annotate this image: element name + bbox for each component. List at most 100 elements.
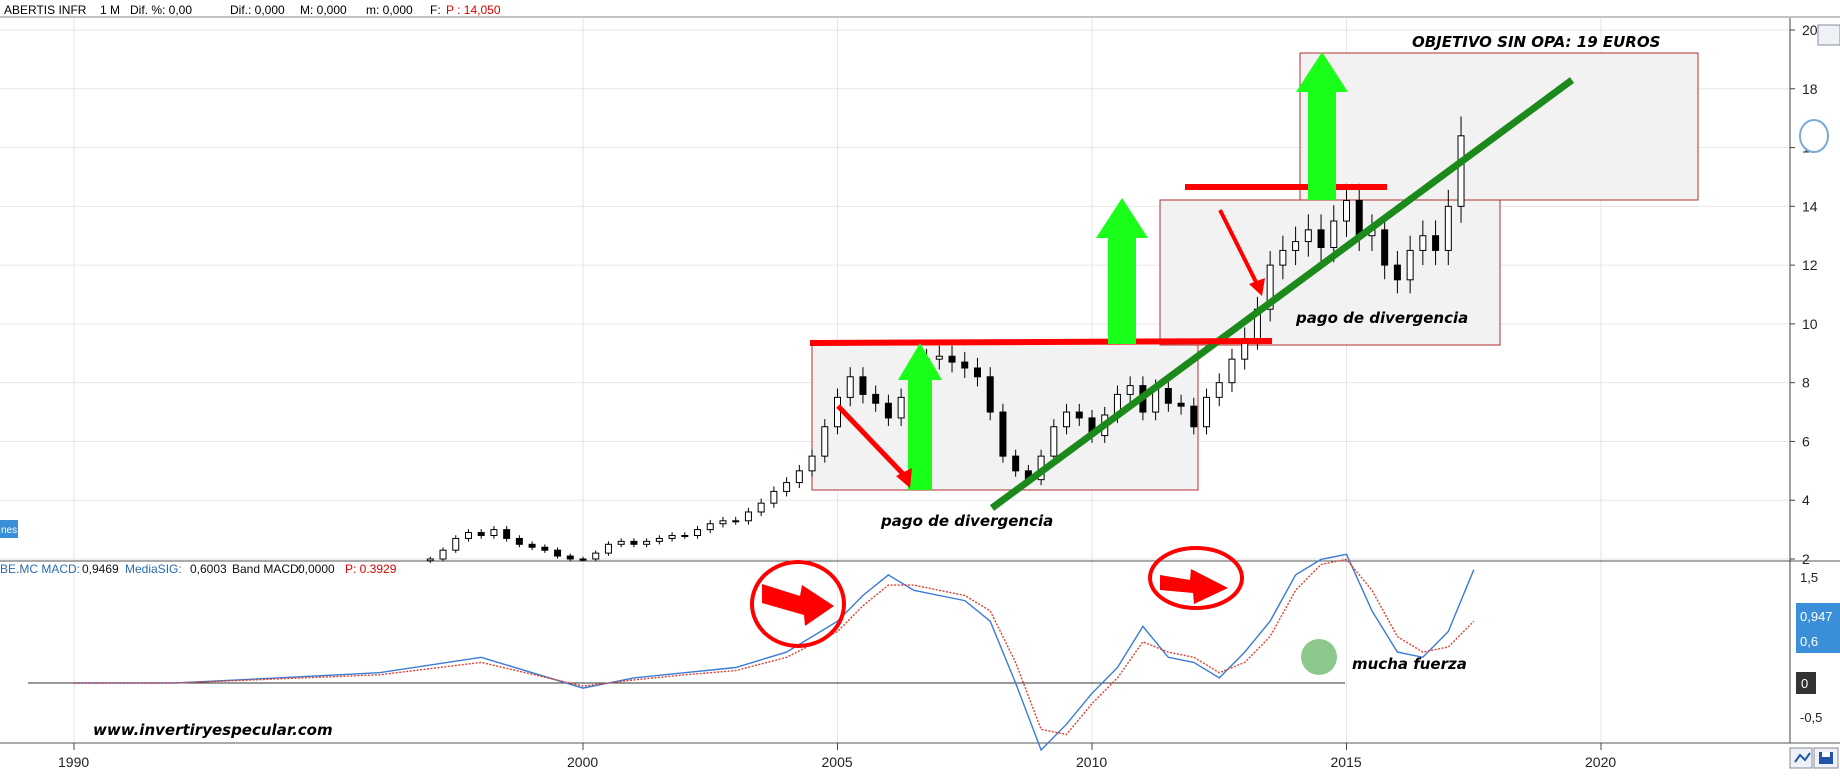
sig-label: MediaSIG: — [125, 562, 182, 576]
candle — [1075, 403, 1083, 426]
zoom-button[interactable] — [1789, 747, 1813, 769]
candle — [579, 556, 587, 562]
header-ticker: ABERTIS INFR — [4, 3, 87, 17]
price-tick-label: 14 — [1802, 198, 1818, 214]
panel-options-button[interactable] — [1817, 24, 1840, 46]
candle — [808, 449, 816, 477]
candle — [859, 367, 867, 404]
year-axis: 1990200020052010201520202025 — [58, 743, 1840, 770]
candle — [1317, 214, 1325, 263]
resistance-line-1 — [809, 338, 1273, 346]
save-icon[interactable] — [1813, 747, 1839, 769]
candle — [1444, 189, 1452, 266]
band-label: Band MACD: — [232, 562, 302, 576]
candle — [630, 538, 638, 548]
candle — [515, 535, 523, 548]
candle — [1381, 214, 1389, 280]
candle — [1126, 376, 1134, 404]
strength-highlight — [1301, 639, 1337, 675]
year-tick-label: 2000 — [567, 754, 598, 770]
candle — [795, 464, 803, 488]
website-label: www.invertiryespecular.com — [93, 721, 333, 739]
price-tick-label: 12 — [1802, 257, 1818, 273]
year-tick-label: 2010 — [1076, 754, 1107, 770]
candle — [452, 535, 460, 553]
candle — [770, 486, 778, 508]
candle — [1203, 388, 1211, 435]
year-tick-label: 2015 — [1331, 754, 1362, 770]
candle — [1050, 419, 1058, 463]
candle — [1063, 403, 1071, 435]
candle — [1279, 235, 1287, 280]
breakout-arrow-1 — [898, 343, 942, 490]
price-tick-label: 18 — [1802, 81, 1818, 97]
candle — [719, 516, 727, 528]
price-tick-label: 6 — [1802, 433, 1810, 449]
side-tag — [0, 520, 18, 538]
macd-p: P: 0.3929 — [345, 562, 397, 576]
divergence-arrow-1 — [836, 404, 912, 488]
sig-value-tag: 0,6 — [1796, 629, 1840, 653]
candle — [426, 556, 434, 564]
candle — [617, 538, 625, 548]
price-tick-label: 8 — [1802, 375, 1810, 391]
candle — [490, 526, 498, 539]
macd-label: BE.MC MACD: — [0, 562, 80, 576]
macd-tick-bottom: -0,5 — [1800, 710, 1822, 725]
candle — [1164, 379, 1172, 412]
candle — [961, 351, 969, 378]
header-price: P : 14,050 — [446, 3, 501, 17]
macd-value-tag: 0,947 — [1796, 603, 1840, 629]
objective-label: OBJETIVO SIN OPA: 19 EUROS — [1412, 33, 1660, 51]
macd-tick-top: 1,5 — [1800, 570, 1818, 585]
svg-text:0,947: 0,947 — [1800, 609, 1833, 624]
candle — [439, 547, 447, 562]
divergence-circle-2 — [1148, 546, 1244, 610]
candle — [744, 507, 752, 525]
candle — [541, 544, 549, 553]
divergence-arrow-2 — [1218, 209, 1265, 296]
candle — [1419, 220, 1427, 266]
candle — [1190, 397, 1198, 435]
candle — [1406, 235, 1414, 294]
candle — [464, 529, 472, 542]
signal-line — [74, 558, 1475, 736]
year-tick-label: 2005 — [822, 754, 853, 770]
candle — [1432, 220, 1440, 266]
candle — [1215, 373, 1223, 407]
header-dif: Dif.: 0,000 — [230, 3, 285, 17]
candle — [706, 519, 714, 534]
header-f: F: — [430, 3, 441, 17]
macd-line — [74, 553, 1475, 752]
candle — [1304, 214, 1312, 257]
candle — [681, 532, 689, 539]
objective-box — [1299, 52, 1699, 201]
candle — [897, 388, 905, 426]
divergence-circle-1 — [750, 560, 846, 648]
candle — [503, 526, 511, 542]
price-tick-label: 2 — [1802, 551, 1810, 567]
price-tick-label: 10 — [1802, 316, 1818, 332]
divergence-arrow-macd-1 — [762, 584, 834, 626]
candle — [528, 541, 536, 551]
header-max: M: 0,000 — [300, 3, 347, 17]
candle — [1393, 251, 1401, 294]
candle — [1457, 116, 1465, 223]
candle — [668, 532, 676, 542]
candle — [655, 535, 663, 545]
header-min: m: 0,000 — [366, 3, 413, 17]
svg-text:0,6: 0,6 — [1800, 634, 1818, 649]
breakout-arrow-2 — [1096, 198, 1148, 344]
price-tick-label: 20 — [1802, 22, 1818, 38]
macd-axis: 1,5 -0,5 — [1800, 570, 1822, 725]
macd-value: 0,9469 — [82, 562, 119, 576]
candle — [1266, 251, 1274, 322]
candle — [566, 553, 574, 562]
header-period: 1 M — [100, 3, 120, 17]
side-tag-label: nes — [1, 525, 17, 536]
candle — [948, 345, 956, 373]
band-value: 0,0000 — [298, 562, 335, 576]
candle — [1343, 183, 1350, 237]
header-dif-pct: Dif. %: 0,00 — [130, 3, 192, 17]
